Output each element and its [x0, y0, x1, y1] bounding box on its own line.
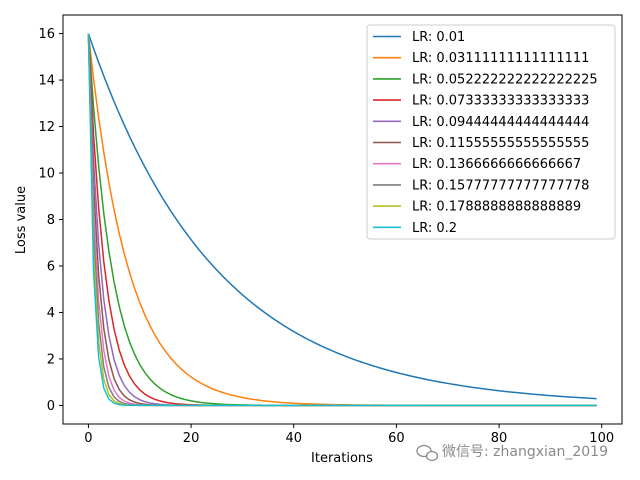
legend-label: LR: 0.11555555555555555 [412, 136, 589, 151]
watermark: 微信号: zhangxian_2019 [416, 444, 608, 462]
y-tick-label: 8 [47, 213, 55, 228]
x-tick-label: 40 [285, 431, 302, 446]
y-tick-label: 10 [38, 167, 55, 182]
x-tick-label: 0 [84, 431, 92, 446]
legend-label: LR: 0.01 [412, 30, 465, 45]
legend: LR: 0.01 LR: 0.03111111111111111 LR: 0.052… [366, 24, 616, 240]
y-tick-label: 14 [38, 74, 55, 89]
watermark-text: 微信号: zhangxian_2019 [442, 444, 608, 460]
legend-label: LR: 0.1788888888888889 [412, 200, 581, 215]
y-tick-label: 16 [38, 27, 55, 42]
x-tick-label: 60 [388, 431, 405, 446]
legend-label: LR: 0.052222222222222225 [412, 72, 598, 87]
y-tick-label: 6 [47, 259, 55, 274]
series-line-0 [87, 33, 597, 400]
x-tick-label: 20 [183, 431, 200, 446]
y-tick-label: 12 [38, 120, 55, 135]
legend-label: LR: 0.09444444444444444 [412, 115, 589, 130]
y-tick-label: 0 [47, 399, 55, 414]
x-axis-label: Iterations [311, 451, 373, 466]
y-axis: 0 2 4 6 8 10 12 14 16 [38, 27, 63, 414]
legend-label: LR: 0.2 [412, 221, 457, 236]
series-line-9 [87, 33, 597, 407]
plot-lines [87, 33, 597, 407]
x-axis: 0 20 40 60 80 100 [84, 424, 614, 446]
legend-label: LR: 0.1366666666666667 [412, 157, 581, 172]
legend-label: LR: 0.15777777777777778 [412, 178, 589, 193]
y-tick-label: 2 [47, 352, 55, 367]
x-tick-label: 80 [491, 431, 508, 446]
wechat-icon [416, 444, 439, 462]
x-tick-label: 100 [589, 431, 614, 446]
y-tick-label: 4 [47, 306, 55, 321]
legend-label: LR: 0.03111111111111111 [412, 51, 589, 66]
legend-label: LR: 0.07333333333333333 [412, 94, 589, 109]
legend-box [366, 24, 616, 240]
y-axis-label: Loss value [14, 186, 29, 254]
